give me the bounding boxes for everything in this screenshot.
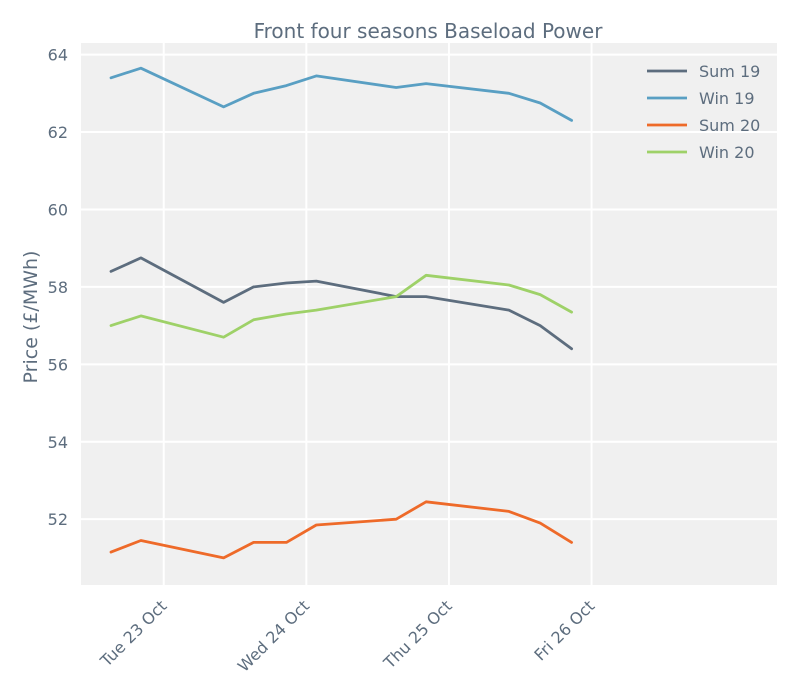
legend-label: Sum 20 xyxy=(699,116,760,135)
legend: Sum 19 Win 19 Sum 20 Win 20 xyxy=(647,62,760,162)
y-tick-label: 60 xyxy=(48,200,68,219)
series-group xyxy=(109,66,573,560)
x-tick-label: Wed 24 Oct xyxy=(234,596,313,675)
legend-label: Sum 19 xyxy=(699,62,760,81)
x-axis: Tue 23 Oct Wed 24 Oct Thu 25 Oct Fri 26 Oct xyxy=(96,596,598,675)
y-tick-label: 62 xyxy=(48,123,68,142)
chart-title: Front four seasons Baseload Power xyxy=(254,19,604,43)
x-tick-label: Fri 26 Oct xyxy=(530,596,598,664)
y-tick-label: 54 xyxy=(48,433,68,452)
series-line-win-19 xyxy=(109,66,573,122)
x-tick-label: Tue 23 Oct xyxy=(96,596,171,671)
x-tick-label: Thu 25 Oct xyxy=(379,596,456,673)
y-axis-label: Price (£/MWh) xyxy=(20,251,42,384)
y-tick-label: 64 xyxy=(48,46,68,65)
plot-background xyxy=(81,43,777,585)
legend-label: Win 19 xyxy=(699,89,755,108)
legend-label: Win 20 xyxy=(699,143,755,162)
series-line-sum-19 xyxy=(109,256,573,351)
series-line-win-20 xyxy=(109,273,573,339)
series-line-sum-20 xyxy=(109,500,573,560)
grid xyxy=(81,43,777,585)
y-axis: 52 54 56 58 60 62 64 xyxy=(48,46,68,530)
y-tick-label: 52 xyxy=(48,510,68,529)
y-tick-label: 58 xyxy=(48,278,68,297)
y-tick-label: 56 xyxy=(48,355,68,374)
